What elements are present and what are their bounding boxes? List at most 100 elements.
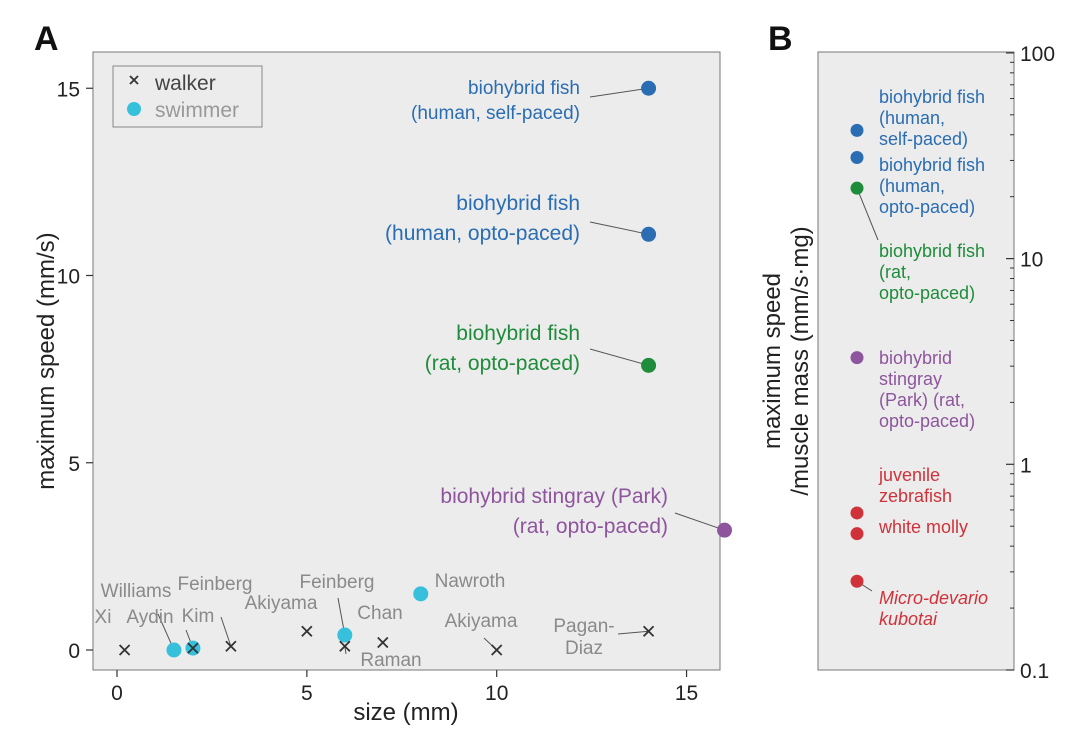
y-tick-label: 0 [68, 640, 80, 663]
point-biohybrid-fish-human-self-paced [641, 80, 657, 96]
point-label-biohybrid-stingray-park: biohybrid [879, 348, 952, 368]
x-axis-label: size (mm) [353, 699, 458, 726]
panel-a-callouts: biohybrid fish (human, self-paced) biohybr… [95, 78, 725, 671]
point-label-white-molly: white molly [878, 517, 968, 537]
panel-b-axes: 0.1 1 10 100 [1006, 43, 1055, 683]
point-feinberg-walker [225, 640, 237, 652]
panel-a-letter: A [34, 20, 59, 58]
point-label-nawroth: Nawroth [435, 571, 506, 592]
point-raman [339, 640, 351, 652]
point-biohybrid-fish-human-self-paced [850, 123, 864, 137]
panel-a-plot-area [92, 51, 721, 671]
point-label-juvenile-zebrafish: zebrafish [879, 486, 952, 506]
point-biohybrid-fish-rat-opto-paced [850, 181, 864, 195]
point-label-micro-devario-kubotai: Micro-devario [879, 588, 988, 608]
leader-line-biohybrid-fish-human-opto-paced [589, 221, 649, 235]
point-label-biohybrid-fish-human-opto-paced: biohybrid fish [456, 192, 580, 215]
point-biohybrid-stingray-park [717, 522, 733, 538]
point-label-biohybrid-fish-human-self-paced: (human, self-paced) [411, 103, 580, 124]
point-label-biohybrid-stingray-park: (Park) (rat, [879, 390, 965, 410]
point-label-aydin: Aydin [126, 607, 173, 628]
point-label-biohybrid-fish-rat-opto-paced: (rat, opto-paced) [425, 352, 580, 375]
x-tick-label: 10 [485, 682, 508, 705]
point-label-pagan-diaz: Pagan- [553, 616, 614, 637]
point-label-biohybrid-stingray-park: opto-paced) [879, 411, 975, 431]
y-tick-label: 10 [1020, 249, 1043, 272]
point-label-biohybrid-fish-human-self-paced: biohybrid fish [468, 78, 580, 99]
legend: walker swimmer [112, 65, 263, 128]
panel-a-points [118, 80, 733, 658]
y-tick-label: 15 [57, 78, 80, 101]
legend-swimmer-label: swimmer [155, 99, 239, 122]
y-tick-label: 100 [1020, 43, 1055, 66]
leader-line-biohybrid-stingray-park [674, 512, 725, 531]
point-xi [118, 644, 131, 656]
point-label-feinberg-walker: Feinberg [178, 574, 253, 595]
point-label-juvenile-zebrafish: juvenile [878, 465, 940, 485]
point-akiyama-2 [491, 644, 503, 656]
panel-b-callouts: biohybrid fish(human,self-paced)biohybri… [856, 87, 988, 629]
point-biohybrid-fish-rat-opto-paced [641, 357, 657, 373]
leader-line-pagan-diaz [617, 630, 649, 635]
point-biohybrid-fish-human-opto-paced [850, 151, 864, 165]
point-label-biohybrid-fish-human-opto-paced: opto-paced) [879, 197, 975, 217]
x-tick-label: 15 [675, 682, 698, 705]
point-label-feinberg-swimmer: Feinberg [300, 572, 375, 593]
point-label-pagan-diaz: Diaz [565, 638, 603, 659]
y-axis-label-line-1: maximum speed [759, 273, 786, 449]
legend-walker-marker [129, 75, 139, 85]
point-label-biohybrid-stingray-park: biohybrid stingray (Park) [440, 485, 668, 508]
point-label-biohybrid-fish-rat-opto-paced: opto-paced) [879, 283, 975, 303]
point-label-akiyama-1: Akiyama [245, 593, 318, 614]
panel-b-points [850, 123, 864, 588]
point-akiyama-1 [301, 625, 313, 637]
y-tick-label: 5 [68, 453, 80, 476]
y-tick-label: 10 [57, 266, 80, 289]
point-label-xi: Xi [95, 607, 112, 628]
panel-b-letter: B [768, 20, 793, 58]
y-tick-label: 1 [1020, 454, 1032, 477]
point-nawroth [413, 586, 429, 602]
point-label-williams: Williams [101, 581, 172, 602]
panel-a: A 0 5 10 15 0 5 10 15 size (mm) maximum speed (… [33, 20, 733, 726]
point-white-molly [850, 527, 864, 541]
point-label-biohybrid-fish-human-self-paced: biohybrid fish [879, 87, 985, 107]
leader-line-biohybrid-fish-human-self-paced [589, 87, 649, 98]
leader-line-biohybrid-fish-rat-opto-paced [856, 187, 879, 241]
leader-line-biohybrid-fish-rat-opto-paced [589, 348, 649, 366]
point-label-biohybrid-stingray-park: stingray [879, 369, 942, 389]
point-label-akiyama-2: Akiyama [445, 611, 518, 632]
point-label-micro-devario-kubotai: kubotai [879, 609, 938, 629]
point-label-biohybrid-fish-rat-opto-paced: biohybrid fish [879, 241, 985, 261]
point-label-biohybrid-stingray-park: (rat, opto-paced) [513, 515, 668, 538]
leader-line-feinberg-walker [220, 616, 232, 647]
point-pagan-diaz [642, 625, 655, 637]
point-label-biohybrid-fish-human-self-paced: self-paced) [879, 129, 968, 149]
point-label-biohybrid-fish-human-self-paced: (human, [879, 108, 945, 128]
point-juvenile-zebrafish [850, 506, 864, 520]
y-tick-label: 0.1 [1020, 660, 1049, 683]
point-label-biohybrid-fish-rat-opto-paced: biohybrid fish [456, 322, 580, 345]
point-biohybrid-fish-human-opto-paced [641, 226, 657, 242]
point-micro-devario-kubotai [850, 574, 864, 588]
point-label-kim: Kim [182, 606, 215, 627]
point-label-raman: Raman [360, 650, 421, 671]
point-aydin [187, 642, 199, 654]
point-chan [377, 636, 389, 649]
point-williams [166, 642, 182, 658]
panel-a-axes: 0 5 10 15 0 5 10 15 [57, 78, 699, 705]
y-axis-label-line-2: /muscle mass (mm/s·mg) [787, 226, 814, 495]
legend-swimmer-marker [127, 102, 141, 116]
point-label-biohybrid-fish-human-opto-paced: (human, [879, 176, 945, 196]
point-biohybrid-stingray-park [850, 351, 864, 365]
point-feinberg-swimmer [337, 627, 353, 643]
point-label-biohybrid-fish-human-opto-paced: (human, opto-paced) [385, 222, 580, 245]
x-tick-label: 5 [301, 682, 313, 705]
point-label-biohybrid-fish-rat-opto-paced: (rat, [879, 262, 911, 282]
panel-b-plot-area [817, 51, 1015, 671]
panel-b: B 0.1 1 10 100 maximum speed /muscle mass (… [759, 20, 1055, 683]
point-label-biohybrid-fish-human-opto-paced: biohybrid fish [879, 155, 985, 175]
legend-walker-label: walker [154, 72, 216, 95]
y-axis-label: maximum speed (mm/s) [33, 232, 60, 489]
